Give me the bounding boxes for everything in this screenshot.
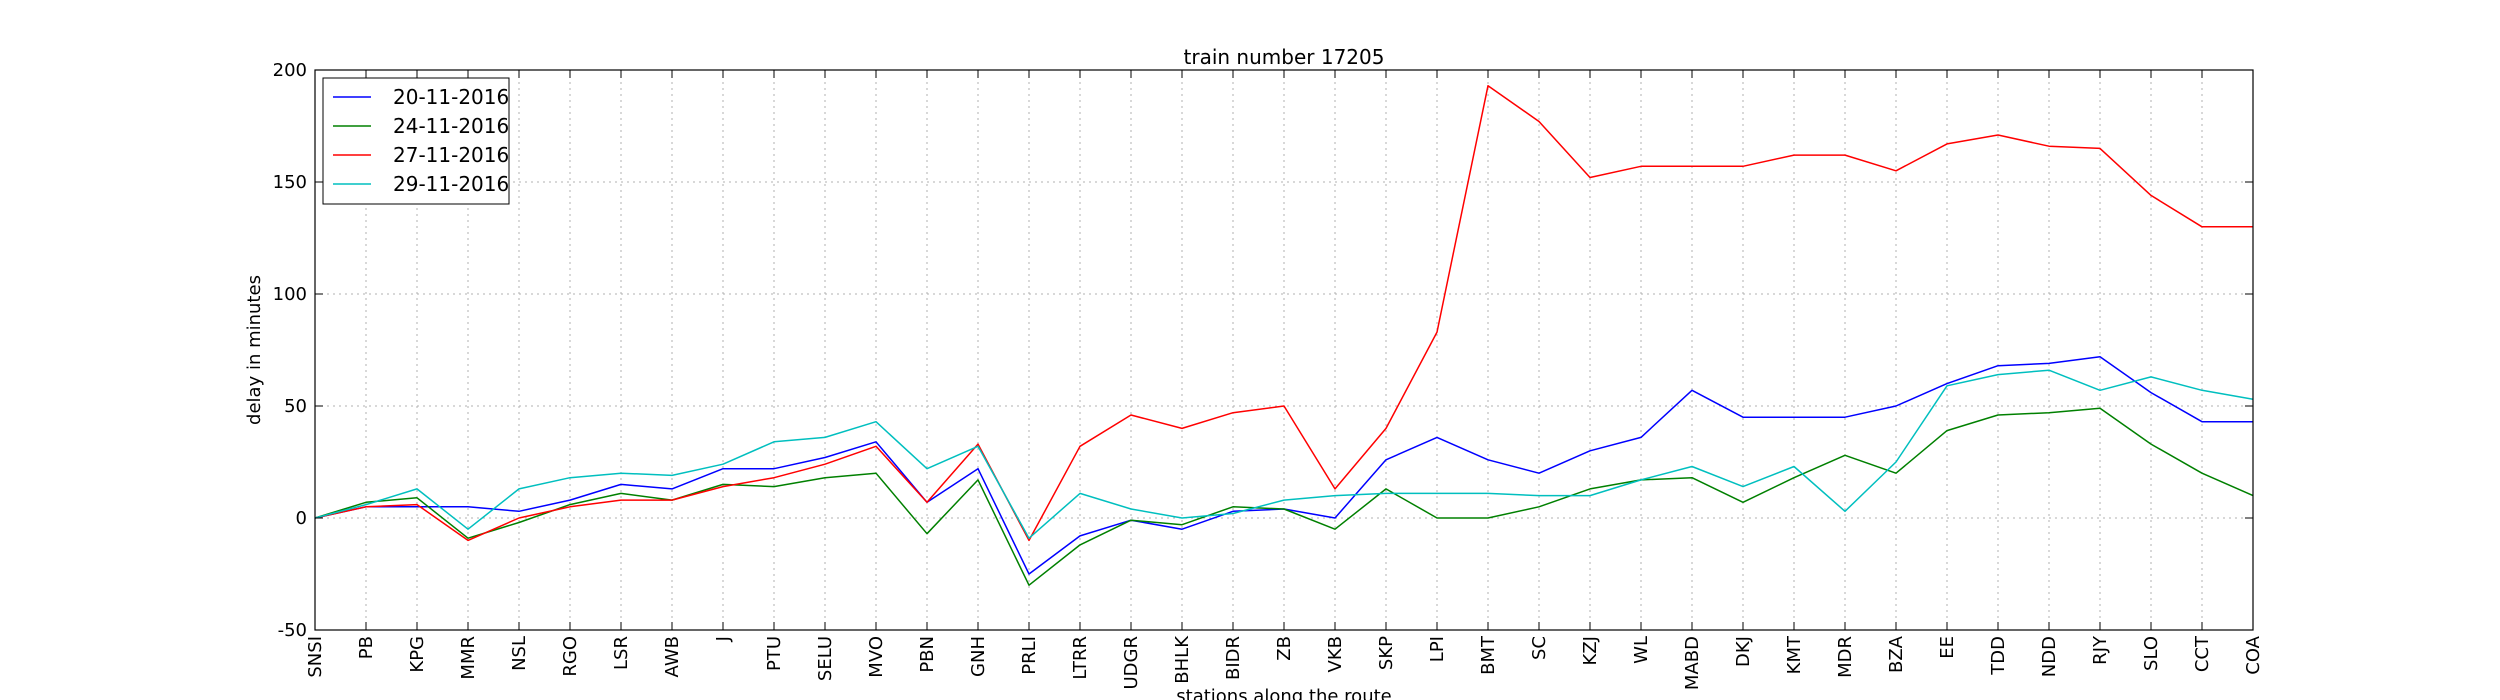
x-tick-label: NSL	[509, 636, 530, 671]
x-tick-label: LPI	[1427, 636, 1448, 662]
x-tick-label: RJY	[2090, 635, 2111, 665]
x-tick-label: KPG	[407, 636, 428, 673]
x-tick-label: LTRR	[1070, 636, 1091, 680]
x-tick-label: SKP	[1376, 636, 1397, 670]
series-line	[314, 369, 2254, 539]
x-tick-label: PBN	[917, 636, 938, 673]
legend-label: 29-11-2016	[393, 172, 509, 196]
x-tick-label: SLO	[2141, 636, 2162, 671]
legend-label: 27-11-2016	[393, 143, 509, 167]
x-tick-label: SELU	[815, 636, 836, 681]
legend: 20-11-2016 24-11-2016 27-11-2016 29-11-2016	[322, 77, 510, 205]
x-tick-label: RGO	[560, 636, 581, 677]
x-tick-label: TDD	[1988, 636, 2009, 676]
x-tick-label: MDR	[1835, 636, 1856, 678]
x-tick-label: BMT	[1478, 635, 1499, 675]
x-tick-label: MMR	[458, 636, 479, 680]
y-tick-label: 100	[273, 284, 307, 305]
x-tick-label: PB	[356, 636, 377, 659]
legend-box	[322, 77, 510, 205]
x-tick-label: WL	[1631, 636, 1652, 664]
x-axis-label: stations along the route	[1176, 686, 1391, 700]
x-tick-label: LSR	[611, 636, 632, 670]
y-tick-label: 50	[284, 396, 307, 417]
x-tick-label: PRLI	[1019, 636, 1040, 675]
y-axis-label: delay in minutes	[244, 275, 265, 425]
y-tick-label: 200	[273, 60, 307, 81]
x-tick-label: MABD	[1682, 636, 1703, 690]
x-tick-label: ZB	[1274, 636, 1295, 661]
x-tick-label: BIDR	[1223, 636, 1244, 680]
series-line	[314, 407, 2254, 586]
x-tick-label: NDD	[2039, 636, 2060, 677]
chart-title: train number 17205	[1184, 45, 1385, 69]
x-tick-label: SC	[1529, 636, 1550, 660]
x-tick-label: COA	[2243, 635, 2264, 674]
x-tick-label: UDGR	[1121, 636, 1142, 690]
legend-label: 20-11-2016	[393, 85, 509, 109]
y-tick-label: -50	[278, 620, 307, 641]
x-tick-label: AWB	[662, 636, 683, 677]
legend-label: 24-11-2016	[393, 114, 509, 138]
x-axis-ticks: SNSI PB KPG MMR NSL RGO LSR AWB J PTU SELU MVO PBN GN…	[305, 70, 2264, 690]
x-tick-label: CCT	[2192, 635, 2213, 672]
y-tick-label: 0	[296, 508, 307, 529]
x-tick-label: VKB	[1325, 636, 1346, 672]
y-tick-label: 150	[273, 172, 307, 193]
x-tick-label: KMT	[1784, 635, 1805, 674]
x-tick-label: DKJ	[1733, 636, 1754, 667]
x-tick-label: KZJ	[1580, 636, 1601, 665]
x-tick-label: GNH	[968, 636, 989, 677]
x-tick-label: EE	[1937, 636, 1958, 659]
x-tick-label: SNSI	[305, 636, 326, 678]
x-tick-label: PTU	[764, 636, 785, 671]
x-tick-label: BHLK	[1172, 635, 1193, 684]
x-tick-label: J	[713, 636, 734, 642]
x-tick-label: MVO	[866, 636, 887, 678]
series-lines	[314, 84, 2254, 586]
series-line	[314, 84, 2253, 542]
y-axis-ticks: -50 0 50 100 150 200	[273, 60, 2253, 641]
x-tick-label: BZA	[1886, 635, 1907, 673]
